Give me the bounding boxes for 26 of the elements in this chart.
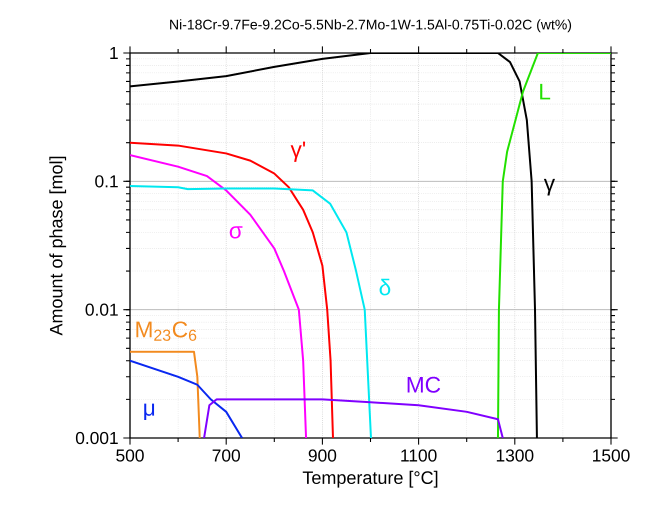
y-tick-label: 1	[110, 47, 118, 59]
series-label: γ'	[290, 142, 306, 162]
y-tick-label: 0.01	[86, 304, 118, 316]
x-tick-label: 900	[308, 449, 336, 462]
line-series	[203, 398, 504, 438]
series-label: δ	[380, 278, 390, 296]
y-axis-title: Amount of phase [mol]	[49, 156, 66, 336]
line-series	[130, 184, 372, 438]
x-tick-label: 1300	[496, 449, 534, 462]
series-label: γ	[544, 178, 556, 196]
x-tick-label: 1100	[401, 449, 437, 462]
series-label: σ	[230, 226, 242, 239]
chart-title: Ni-18Cr-9.7Fe-9.2Co-5.5Nb-2.7Mo-1W-1.5Al-0.75Ti-0.02C (wt%)	[170, 19, 572, 32]
line-series	[496, 53, 611, 438]
x-axis-title: Temperature [°C]	[302, 470, 438, 488]
y-tick-label: 0.1	[95, 175, 118, 188]
x-tick-label: 700	[212, 449, 240, 462]
x-tick-label: 500	[116, 449, 144, 462]
y-tick-label: 0.001	[76, 432, 118, 444]
series-label: μ	[144, 404, 154, 420]
x-tick-label: 1500	[593, 449, 630, 462]
series-label: M$_{23}$C$_{6}$	[136, 321, 196, 341]
series-label: MC	[408, 376, 440, 393]
line-series	[130, 142, 334, 438]
line-series	[130, 360, 244, 438]
series-label: L	[540, 84, 550, 100]
